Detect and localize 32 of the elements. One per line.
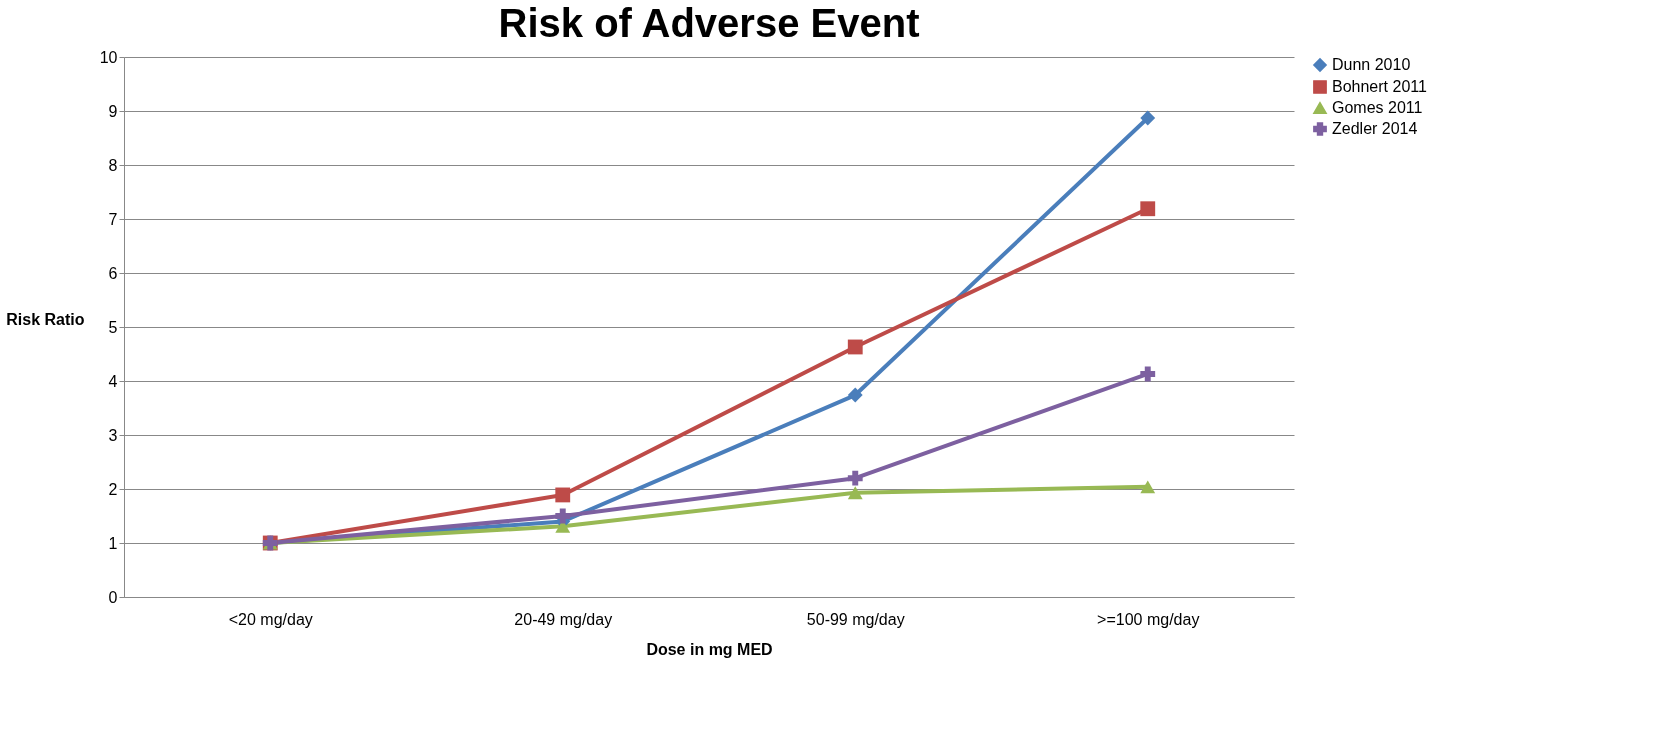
point	[1140, 201, 1156, 217]
point	[1140, 366, 1156, 382]
legend-label: Bohnert 2011	[1332, 78, 1427, 95]
legend-label: Zedler 2014	[1332, 120, 1418, 137]
y-axis-title: Risk Ratio	[6, 310, 85, 328]
y-tick-label: 8	[108, 156, 118, 174]
y-tick-label: 1	[108, 534, 118, 552]
y-tick-label: 7	[108, 210, 118, 228]
x-tick-label: >=100 mg/day	[1097, 610, 1200, 628]
point	[847, 486, 863, 500]
legend-label: Gomes 2011	[1332, 99, 1423, 116]
y-tick-label: 5	[108, 318, 118, 336]
y-tick-label: 3	[108, 426, 118, 444]
x-tick-label: 20-49 mg/day	[514, 610, 613, 628]
point	[1140, 110, 1156, 126]
y-tick-label: 0	[108, 588, 118, 606]
y-tick-label: 2	[108, 480, 118, 498]
point	[847, 387, 863, 403]
legend-label: Dunn 2010	[1332, 56, 1411, 73]
point	[555, 487, 571, 503]
x-tick-label: <20 mg/day	[228, 610, 313, 628]
x-axis-title: Dose in mg MED	[646, 640, 773, 658]
x-tick-label: 50-99 mg/day	[806, 610, 905, 628]
y-tick-label: 10	[99, 48, 118, 66]
chart-title: Risk of Adverse Event	[498, 1, 920, 45]
y-tick-label: 6	[108, 264, 118, 282]
point	[1140, 480, 1156, 494]
y-tick-label: 4	[108, 372, 118, 390]
y-tick-label: 9	[108, 102, 118, 120]
point	[847, 470, 863, 486]
point	[555, 508, 571, 524]
point	[847, 339, 863, 355]
